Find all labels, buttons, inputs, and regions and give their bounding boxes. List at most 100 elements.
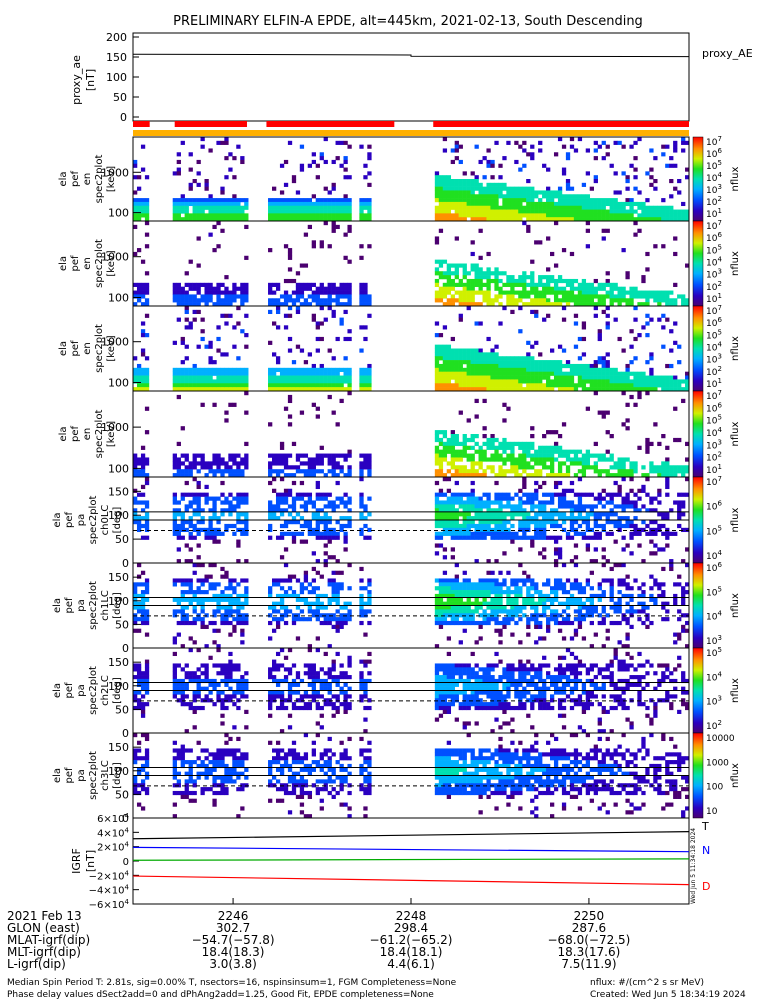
heatmap-cell (653, 375, 658, 380)
heatmap-cell (502, 457, 507, 462)
heatmap-cell (275, 209, 281, 214)
heatmap-cell (458, 523, 463, 529)
heatmap-cell (609, 371, 614, 376)
heatmap-cell (438, 194, 444, 199)
heatmap-cell (494, 437, 499, 443)
heatmap-cell (303, 453, 309, 458)
heatmap-cell (283, 278, 289, 284)
heatmap-cell (347, 302, 352, 307)
heatmap-cell (434, 259, 440, 264)
heatmap-cell (291, 371, 297, 376)
heatmap-cell (434, 360, 440, 365)
heatmap-cell (188, 597, 193, 602)
heatmap-cell (220, 140, 225, 145)
heatmap-cell (144, 457, 150, 462)
heatmap-cell (136, 523, 142, 529)
heatmap-cell (673, 383, 678, 388)
heatmap-cell (625, 543, 630, 548)
heatmap-cell (681, 559, 686, 564)
heatmap-cell (200, 201, 205, 207)
heatmap-cell (228, 613, 233, 618)
heatmap-cell (669, 213, 674, 218)
heatmap-cell (625, 504, 630, 509)
heatmap-cell (291, 201, 297, 207)
heatmap-cell (538, 457, 543, 462)
heatmap-cell (530, 504, 535, 509)
heatmap-cell (518, 387, 523, 392)
heatmap-cell (450, 516, 455, 521)
heatmap-cell (442, 441, 448, 447)
heatmap-cell (466, 601, 471, 606)
heatmap-cell (502, 516, 507, 521)
heatmap-cell (319, 321, 324, 326)
heatmap-cell (180, 302, 185, 307)
heatmap-cell (192, 609, 197, 614)
heatmap-cell (466, 609, 471, 614)
heatmap-cell (605, 228, 610, 233)
heatmap-cell (605, 278, 610, 284)
heatmap-cell (657, 500, 662, 505)
heatmap-cell (144, 516, 150, 521)
heatmap-cell (343, 523, 348, 529)
heatmap-cell (136, 209, 142, 214)
heatmap-cell (665, 294, 670, 299)
heatmap-cell (180, 201, 185, 207)
heatmap-cell (466, 500, 471, 505)
heatmap-cell (450, 492, 455, 497)
heatmap-cell (478, 302, 483, 307)
heatmap-cell (458, 198, 463, 203)
heatmap-cell (287, 255, 293, 260)
heatmap-cell (311, 240, 316, 245)
heatmap-cell (232, 469, 237, 474)
heatmap-cell (244, 294, 249, 299)
heatmap-cell (478, 363, 483, 369)
heatmap-cell (454, 500, 459, 505)
heatmap-cell (637, 527, 642, 533)
heatmap-cell (526, 620, 531, 626)
heatmap-cell (454, 520, 459, 525)
heatmap-cell (315, 213, 320, 218)
heatmap-cell (653, 217, 658, 222)
heatmap-cell (629, 520, 634, 525)
heatmap-cell (494, 445, 499, 450)
heatmap-cell (240, 290, 245, 295)
heatmap-cell (172, 375, 177, 380)
heatmap-cell (514, 465, 519, 470)
heatmap-cell (192, 590, 197, 595)
heatmap-cell (275, 609, 281, 614)
heatmap-cell (446, 500, 452, 505)
heatmap-cell (637, 543, 642, 548)
heatmap-cell (685, 302, 690, 307)
heatmap-cell (327, 244, 332, 249)
heatmap-cell (649, 539, 654, 544)
heatmap-cell (458, 609, 463, 614)
heatmap-cell (279, 586, 285, 591)
heatmap-cell (359, 500, 364, 505)
colorbar-tick-exponent: 5 (717, 524, 721, 532)
heatmap-cell (224, 379, 229, 384)
heatmap-cell (474, 469, 479, 474)
heatmap-cell (232, 371, 237, 376)
heatmap-cell (359, 465, 364, 470)
heatmap-cell (236, 453, 241, 458)
heatmap-cell (339, 140, 344, 145)
heatmap-cell (462, 469, 467, 474)
heatmap-cell (208, 597, 213, 602)
heatmap-cell (450, 367, 455, 372)
heatmap-cell (645, 313, 650, 318)
heatmap-cell (434, 179, 440, 184)
heatmap-cell (339, 453, 344, 458)
heatmap-cell (494, 590, 499, 595)
heatmap-cell (446, 367, 452, 372)
status-bar-segment (266, 121, 395, 127)
heatmap-cell (188, 321, 193, 326)
heatmap-cell (553, 484, 559, 490)
heatmap-cell (299, 387, 305, 392)
heatmap-cell (605, 430, 610, 435)
heatmap-cell (442, 371, 448, 376)
heatmap-cell (359, 527, 364, 533)
heatmap-cell (343, 201, 348, 207)
heatmap-cell (645, 213, 650, 218)
heatmap-cell (482, 531, 487, 536)
heatmap-cell (522, 597, 527, 602)
